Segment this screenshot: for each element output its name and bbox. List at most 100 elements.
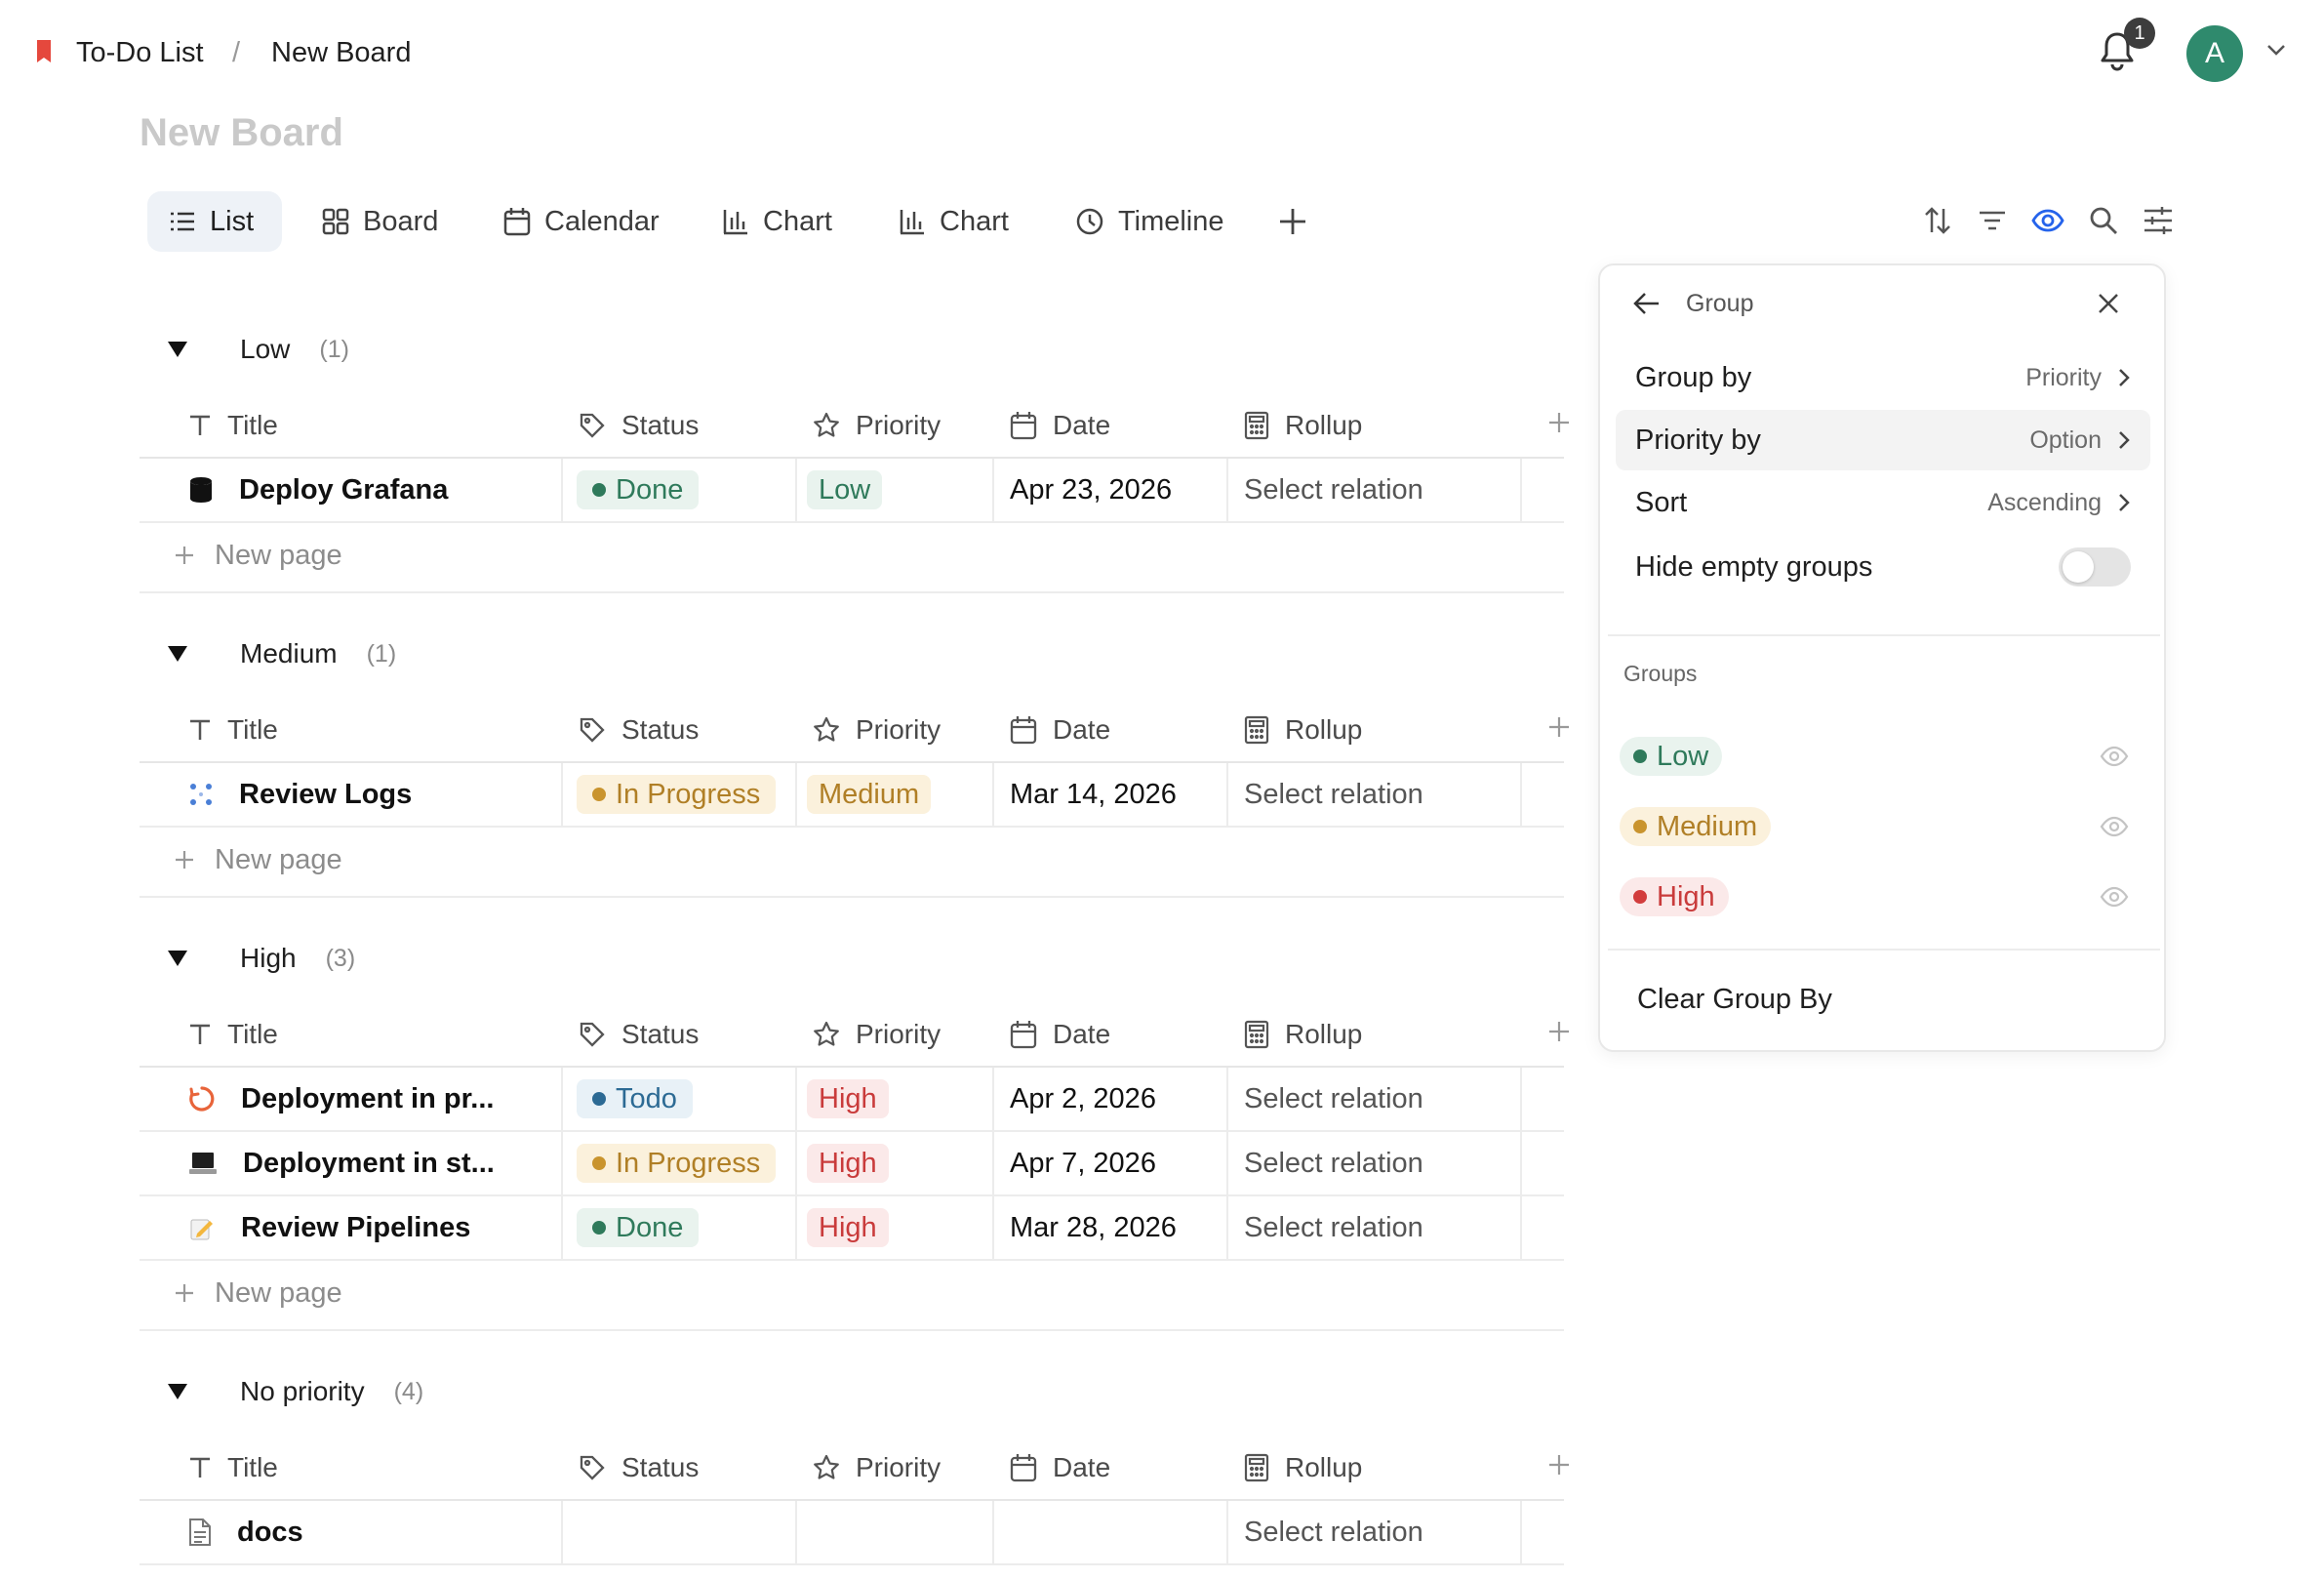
bell-icon[interactable] [2098,29,2137,72]
add-column-icon[interactable] [1546,714,1572,740]
column-header-priority[interactable]: Priority [813,697,941,763]
clear-group-by-button[interactable]: Clear Group By [1637,984,1832,1015]
add-column-icon[interactable] [1546,1019,1572,1044]
priority-cell[interactable]: Medium [807,763,932,826]
column-header-priority[interactable]: Priority [813,1001,941,1068]
close-icon[interactable] [2096,291,2121,316]
breadcrumb-current[interactable]: New Board [271,37,412,68]
date-cell[interactable]: Mar 28, 2026 [1010,1211,1177,1243]
column-header-date[interactable]: Date [1010,1001,1110,1068]
column-header-title[interactable]: Title [188,392,278,459]
tab-calendar[interactable]: Calendar [482,191,681,252]
collapse-triangle-icon[interactable] [168,342,187,357]
date-cell[interactable]: Apr 2, 2026 [1010,1082,1156,1114]
panel-group-item[interactable]: High [1620,874,2146,919]
add-view-icon[interactable] [1278,207,1307,236]
collapse-triangle-icon[interactable] [168,646,187,662]
sort-icon[interactable] [1922,205,1953,236]
hide-empty-toggle[interactable] [2059,547,2131,587]
column-header-status[interactable]: Status [579,697,699,763]
priority-cell[interactable]: High [807,1132,889,1194]
priority-cell[interactable]: High [807,1068,889,1130]
status-cell[interactable]: In Progress [577,763,777,826]
status-cell[interactable]: Done [577,1196,700,1259]
eye-icon[interactable] [2100,814,2129,839]
status-cell[interactable]: In Progress [577,1132,777,1194]
column-header-date[interactable]: Date [1010,1435,1110,1501]
date-cell[interactable]: Apr 23, 2026 [1010,473,1173,506]
new-page-button[interactable]: New page [174,1269,342,1317]
column-header-status[interactable]: Status [579,1435,699,1501]
column-header-status[interactable]: Status [579,392,699,459]
row-title-cell[interactable]: Review Pipelines [188,1196,470,1259]
table-row[interactable]: Deploy Grafana Done Low Apr 23, 2026 Select … [140,459,1564,523]
rollup-cell[interactable]: Select relation [1244,1516,1423,1548]
tab-board[interactable]: Board [301,191,460,252]
tab-list[interactable]: List [147,191,282,252]
collapse-triangle-icon[interactable] [168,951,187,966]
column-header-title[interactable]: Title [188,1435,278,1501]
eye-icon[interactable] [2031,205,2064,236]
priority-cell[interactable]: Low [807,459,883,521]
row-title-cell[interactable]: Deployment in st... [188,1132,495,1194]
new-page-button[interactable]: New page [174,531,342,580]
new-page-button[interactable]: New page [174,835,342,884]
column-header-status[interactable]: Status [579,1001,699,1068]
group-by-row[interactable]: Group by Priority [1616,347,2150,408]
column-header-title[interactable]: Title [188,1001,278,1068]
avatar[interactable]: A [2186,25,2243,82]
collapse-triangle-icon[interactable] [168,1384,187,1399]
column-header-rollup[interactable]: Rollup [1244,1435,1362,1501]
chevron-down-icon[interactable] [2265,43,2287,57]
settings-sliders-icon[interactable] [2143,205,2174,236]
row-title-cell[interactable]: Deployment in pr... [188,1068,494,1130]
column-header-rollup[interactable]: Rollup [1244,697,1362,763]
group-header[interactable]: No priority (4) [146,1370,423,1413]
tab-timeline[interactable]: Timeline [1054,191,1246,252]
table-row[interactable]: Review Pipelines Done High Mar 28, 2026 Sele… [140,1196,1564,1261]
column-header-rollup[interactable]: Rollup [1244,1001,1362,1068]
page-title[interactable]: New Board [140,111,343,154]
row-title-cell[interactable]: Deploy Grafana [188,459,448,521]
filter-icon[interactable] [1977,205,2008,236]
table-row[interactable]: Deployment in pr... Todo High Apr 2, 2026 Se… [140,1068,1564,1132]
table-row[interactable]: Deployment in st... In Progress High Apr 7,… [140,1132,1564,1196]
column-header-title[interactable]: Title [188,697,278,763]
date-cell[interactable]: Apr 7, 2026 [1010,1147,1156,1179]
column-header-date[interactable]: Date [1010,392,1110,459]
table-row[interactable]: Review Logs In Progress Medium Mar 14, 2026… [140,763,1564,828]
status-cell[interactable]: Todo [577,1068,693,1130]
rollup-cell[interactable]: Select relation [1244,778,1423,810]
row-title-cell[interactable]: Review Logs [188,763,412,826]
tab-chart[interactable]: Chart [701,191,854,252]
table-row[interactable]: docs Select relation [140,1501,1564,1565]
add-column-icon[interactable] [1546,1452,1572,1478]
group-header[interactable]: Low (1) [146,328,349,371]
status-cell[interactable]: Done [577,459,700,521]
row-title-cell[interactable]: docs [188,1501,303,1563]
group-header[interactable]: High (3) [146,937,355,980]
group-header[interactable]: Medium (1) [146,632,396,675]
date-cell[interactable]: Mar 14, 2026 [1010,778,1177,810]
eye-icon[interactable] [2100,884,2129,910]
rollup-cell[interactable]: Select relation [1244,1147,1423,1179]
column-header-priority[interactable]: Priority [813,392,941,459]
column-header-date[interactable]: Date [1010,697,1110,763]
rollup-cell[interactable]: Select relation [1244,1211,1423,1243]
rollup-cell[interactable]: Select relation [1244,1082,1423,1114]
breadcrumb-parent[interactable]: To-Do List [76,37,204,68]
column-header-priority[interactable]: Priority [813,1435,941,1501]
eye-icon[interactable] [2100,744,2129,769]
back-arrow-icon[interactable] [1633,291,1661,316]
column-header-rollup[interactable]: Rollup [1244,392,1362,459]
search-icon[interactable] [2088,205,2119,236]
priority-cell[interactable]: High [807,1196,889,1259]
tab-chart[interactable]: Chart [877,191,1030,252]
panel-group-item[interactable]: Medium [1620,804,2146,849]
panel-group-item[interactable]: Low [1620,734,2146,779]
sort-row[interactable]: Sort Ascending [1616,472,2150,533]
add-column-icon[interactable] [1546,410,1572,435]
priority-by-row[interactable]: Priority by Option [1616,410,2150,470]
rollup-cell[interactable]: Select relation [1244,473,1423,506]
table-header: Title Status Priority Date Rollup [140,697,1569,763]
